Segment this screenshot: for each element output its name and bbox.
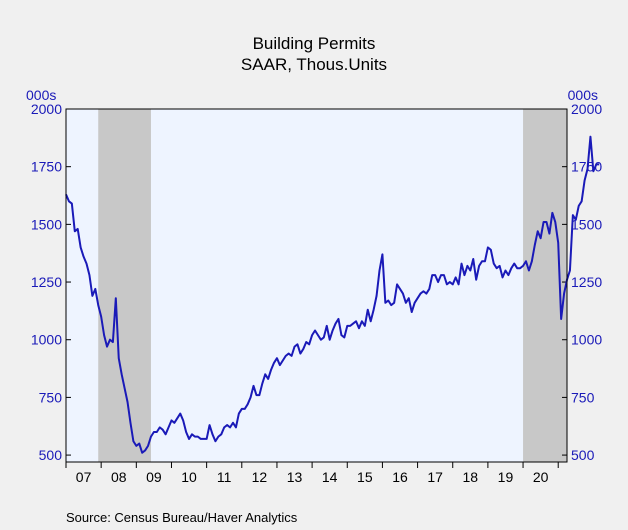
chart-subtitle: SAAR, Thous.Units bbox=[241, 55, 387, 74]
y-tick-label-right: 500 bbox=[571, 447, 595, 463]
x-tick-label: 20 bbox=[533, 469, 549, 485]
y-axis-right-unit: 000s bbox=[568, 87, 598, 103]
x-tick-label: 09 bbox=[146, 469, 162, 485]
x-tick-label: 12 bbox=[252, 469, 268, 485]
y-tick-label-left: 750 bbox=[39, 389, 63, 405]
x-tick-label: 17 bbox=[427, 469, 443, 485]
source-note: Source: Census Bureau/Haver Analytics bbox=[66, 510, 298, 525]
plot-frame bbox=[65, 108, 568, 463]
x-tick-label: 16 bbox=[392, 469, 408, 485]
y-tick-label-left: 1250 bbox=[31, 274, 62, 290]
y-tick-label-right: 750 bbox=[571, 389, 595, 405]
x-tick-label: 18 bbox=[463, 469, 479, 485]
y-tick-label-right: 1250 bbox=[571, 274, 602, 290]
x-tick-label: 19 bbox=[498, 469, 514, 485]
recession-band-1 bbox=[98, 109, 151, 462]
x-tick-label: 07 bbox=[76, 469, 92, 485]
x-tick-label: 10 bbox=[181, 469, 197, 485]
chart-title: Building Permits bbox=[253, 34, 376, 53]
y-axis-ticks: 500 500 750 750 1000 1000 1250 1250 1500 1500 1750… bbox=[31, 101, 603, 463]
x-tick-label: 14 bbox=[322, 469, 338, 485]
x-tick-label: 15 bbox=[357, 469, 373, 485]
y-tick-label-right: 1500 bbox=[571, 216, 602, 232]
y-tick-label-left: 1500 bbox=[31, 216, 62, 232]
y-tick-label-left: 1000 bbox=[31, 332, 62, 348]
x-axis-ticks: 07 08 09 10 11 12 13 14 15 16 17 18 19 20 bbox=[65, 462, 559, 485]
x-tick-label: 11 bbox=[217, 469, 232, 485]
x-tick-label: 08 bbox=[111, 469, 127, 485]
y-tick-label-left: 500 bbox=[39, 447, 63, 463]
y-tick-label-right: 1000 bbox=[571, 332, 602, 348]
series-line bbox=[65, 135, 600, 454]
y-axis-left-unit: 000s bbox=[26, 87, 56, 103]
x-tick-label: 13 bbox=[287, 469, 303, 485]
y-tick-label-left: 1750 bbox=[31, 159, 62, 175]
y-tick-label-right: 2000 bbox=[571, 101, 602, 117]
y-tick-label-left: 2000 bbox=[31, 101, 62, 117]
